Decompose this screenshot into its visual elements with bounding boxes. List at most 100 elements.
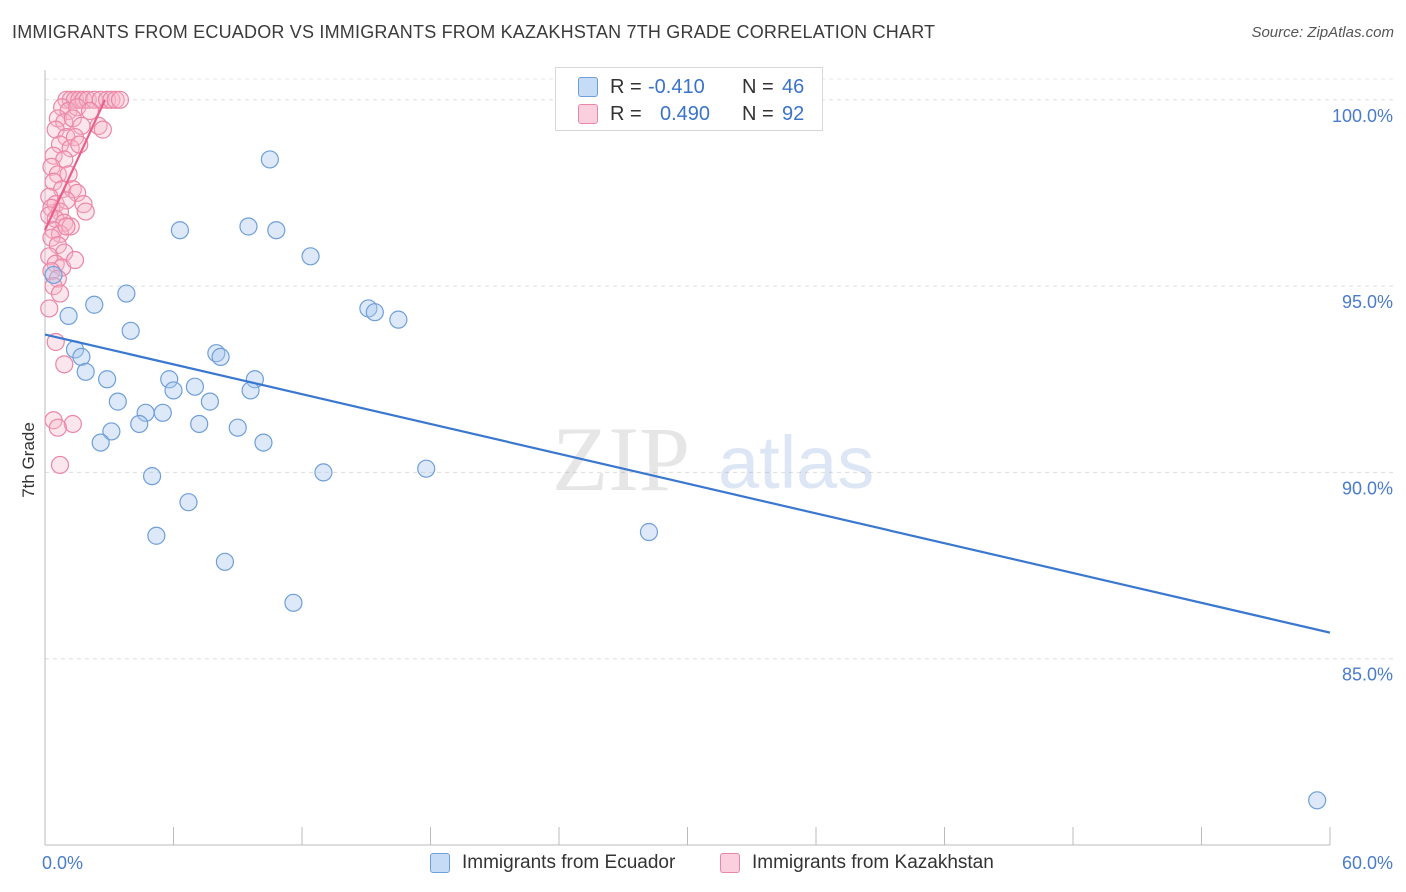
kazakhstan-point bbox=[110, 90, 130, 109]
source-label: Source: ZipAtlas.com bbox=[1251, 24, 1394, 41]
kazakhstan-point bbox=[40, 299, 59, 318]
ecuador-point bbox=[211, 347, 230, 366]
ecuador-point bbox=[1308, 791, 1327, 810]
ecuador-point bbox=[160, 370, 179, 389]
chart-title: IMMIGRANTS FROM ECUADOR VS IMMIGRANTS FR… bbox=[12, 22, 936, 42]
ecuador-point bbox=[102, 422, 121, 441]
kazakhstan-point bbox=[55, 355, 74, 374]
kazakhstan-swatch bbox=[578, 104, 598, 124]
kazakhstan-points bbox=[40, 90, 130, 475]
ecuador-points bbox=[44, 150, 1327, 810]
ecuador-point bbox=[121, 321, 140, 340]
kazakhstan-point bbox=[76, 202, 95, 221]
legend-r-label: R = bbox=[610, 102, 642, 125]
kazakhstan-legend-label: Immigrants from Kazakhstan bbox=[752, 852, 994, 873]
legend-r-value: -0.410 bbox=[648, 75, 705, 98]
ecuador-swatch bbox=[578, 77, 598, 97]
ecuador-point bbox=[190, 414, 209, 434]
ecuador-point bbox=[98, 370, 117, 389]
legend-n-label: N = bbox=[742, 75, 774, 98]
ecuador-point bbox=[85, 295, 104, 314]
ecuador-point bbox=[314, 463, 333, 482]
ecuador-point bbox=[147, 526, 166, 545]
ecuador-point bbox=[301, 247, 320, 266]
kazakhstan-point bbox=[80, 101, 100, 121]
ecuador-point bbox=[417, 459, 436, 478]
x-tick-label: 0.0% bbox=[42, 853, 83, 873]
y-tick-label: 85.0% bbox=[1342, 665, 1393, 685]
ecuador-legend-label: Immigrants from Ecuador bbox=[462, 852, 676, 873]
kazakhstan-point bbox=[65, 250, 85, 270]
legend-r-label: R = bbox=[610, 75, 642, 98]
ecuador-point bbox=[267, 221, 286, 240]
gridlines bbox=[45, 78, 1395, 660]
kazakhstan-point bbox=[42, 157, 61, 176]
ecuador-point bbox=[76, 362, 95, 381]
ecuador-point bbox=[142, 467, 162, 486]
stats-legend: R = -0.410 N = 46 R = 0.490 N = 92 bbox=[555, 67, 823, 131]
y-tick-label: 90.0% bbox=[1342, 478, 1393, 498]
ecuador-point bbox=[200, 392, 220, 411]
legend-row-kazakhstan: R = 0.490 N = 92 bbox=[556, 100, 804, 128]
kazakhstan-point bbox=[46, 120, 65, 139]
ecuador-point bbox=[254, 433, 273, 452]
ecuador-point bbox=[239, 217, 258, 236]
kazakhstan-point bbox=[40, 247, 59, 266]
legend-n-value: 46 bbox=[782, 75, 805, 98]
ecuador-point bbox=[130, 414, 149, 434]
ecuador-point bbox=[185, 377, 205, 396]
y-tick-label: 95.0% bbox=[1342, 292, 1393, 312]
y-axis-title: 7th Grade bbox=[19, 422, 38, 498]
ecuador-point bbox=[72, 347, 91, 366]
kazakhstan-point bbox=[68, 183, 87, 203]
legend-row-ecuador: R = -0.410 N = 46 bbox=[556, 73, 804, 101]
ecuador-point bbox=[365, 303, 384, 322]
series-legend-kazakhstan: Immigrants from Kazakhstan bbox=[720, 852, 994, 874]
ecuador-point bbox=[170, 221, 190, 240]
kazakhstan-point bbox=[106, 90, 125, 109]
legend-n-label: N = bbox=[742, 102, 774, 125]
kazakhstan-point bbox=[44, 146, 63, 165]
kazakhstan-point bbox=[57, 217, 76, 236]
ecuador-point bbox=[639, 522, 659, 542]
kazakhstan-legend-swatch bbox=[720, 853, 740, 873]
ecuador-point bbox=[91, 433, 110, 452]
ecuador-point bbox=[179, 493, 198, 512]
ecuador-point bbox=[228, 418, 247, 437]
kazakhstan-point bbox=[93, 120, 112, 139]
watermark: ZIP atlas bbox=[552, 408, 874, 510]
y-tick-label: 100.0% bbox=[1332, 106, 1393, 126]
ecuador-legend-swatch bbox=[430, 853, 450, 873]
series-legend-ecuador: Immigrants from Ecuador bbox=[430, 852, 675, 874]
ecuador-point bbox=[164, 381, 183, 400]
ecuador-point bbox=[215, 552, 234, 571]
ecuador-point bbox=[108, 392, 127, 411]
x-tick-label: 60.0% bbox=[1342, 853, 1393, 873]
kazakhstan-point bbox=[50, 135, 70, 154]
ecuador-trend-line bbox=[44, 333, 1331, 634]
kazakhstan-point bbox=[48, 418, 67, 437]
kazakhstan-point bbox=[50, 284, 70, 303]
legend-n-value: 92 bbox=[782, 102, 805, 125]
watermark-atlas: atlas bbox=[718, 421, 874, 504]
ecuador-point bbox=[260, 150, 279, 169]
kazakhstan-point bbox=[61, 217, 80, 236]
ecuador-point bbox=[59, 306, 78, 326]
kazakhstan-point bbox=[78, 90, 97, 109]
axis-labels: 85.0% 90.0% 95.0% 100.0% 0.0% 60.0% 7th Grade bbox=[19, 106, 1393, 873]
series-legend: Immigrants from Ecuador Immigrants from … bbox=[0, 852, 1406, 878]
legend-r-value: 0.490 bbox=[660, 102, 711, 125]
ecuador-point bbox=[153, 403, 172, 422]
kazakhstan-trend-line bbox=[44, 99, 106, 231]
ecuador-point bbox=[44, 265, 63, 285]
kazakhstan-point bbox=[40, 187, 59, 206]
ecuador-point bbox=[117, 284, 136, 303]
kazakhstan-point bbox=[50, 455, 70, 475]
axes bbox=[44, 70, 1331, 846]
ecuador-point bbox=[284, 593, 303, 612]
kazakhstan-point bbox=[74, 195, 93, 214]
kazakhstan-point bbox=[42, 228, 61, 247]
ecuador-point bbox=[389, 310, 408, 329]
kazakhstan-point bbox=[63, 414, 82, 434]
